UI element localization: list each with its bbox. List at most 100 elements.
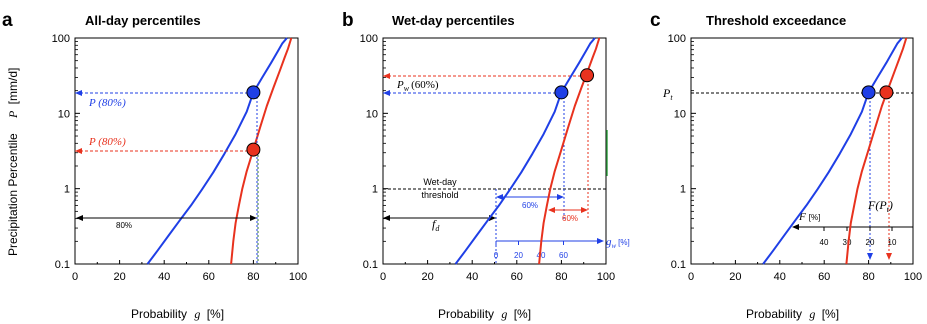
panel-a: a All-day percentiles 0 20 40 60 80 100 0.1 1 10… [2, 10, 307, 321]
svg-text:Pt: Pt [662, 86, 673, 102]
panel-c-f-units: [%] [809, 213, 821, 222]
panel-a-span-label: 80% [116, 221, 132, 230]
panel-b-pw-pct: (60%) [411, 79, 439, 91]
panel-a-span-right-arrow [250, 215, 257, 221]
panel-b-threshold-label-1: Wet-day [423, 177, 457, 187]
panel-c-blue-curve [762, 37, 903, 265]
panel-c-y-tick-label: 100 [668, 33, 686, 45]
panel-c-xlabel-units: [%] [822, 307, 839, 321]
panel-b-x-tick-label: 60 [511, 271, 523, 283]
panel-c-y-tick-label: 1 [680, 184, 686, 196]
y-axis-label-text: Precipitation Percentile [6, 133, 20, 256]
panel-b-red-point [580, 68, 595, 83]
panel-b-letter: b [342, 10, 354, 31]
panel-b-gw-tick-label: 20 [514, 251, 523, 260]
panel-b-fd-left-arrow [383, 215, 390, 221]
panel-c-x-tick-label: 60 [818, 271, 830, 283]
panel-c-pt-sub: t [670, 93, 673, 102]
panel-c-f-tick-label: 40 [820, 238, 829, 247]
panel-c-x-tick-label: 80 [862, 271, 874, 283]
panel-c-x-tick-label: 20 [729, 271, 741, 283]
panel-b-red-arrowhead [383, 73, 390, 79]
panel-a-y-tick-label: 100 [52, 33, 70, 45]
panel-c-red-curve [845, 37, 908, 265]
panel-a-x-tick-label: 60 [203, 271, 215, 283]
panel-b-red-curve [538, 37, 601, 265]
panel-a-xlabel-units: [%] [207, 307, 224, 321]
panel-c-red-point [879, 85, 894, 100]
panel-b-gw-units: [%] [618, 238, 630, 247]
panel-a-red-p80: P (80%) [88, 136, 126, 148]
panel-a-title: All-day percentiles [85, 13, 201, 28]
panel-b-y-tick-label: 10 [366, 108, 378, 120]
panel-c-fpt-label: F(P [867, 198, 887, 212]
panel-c: c Threshold exceedance 0 20 40 60 80 100 0.1 1 1… [650, 10, 922, 321]
panel-b-annotations: Wet-day threshold Pw (60%) fd 60% [383, 73, 630, 264]
panel-b-y-tick-label: 0.1 [363, 259, 378, 271]
panel-b-threshold-label-2: threshold [421, 190, 458, 200]
svg-text:gw[%]: gw [%] [606, 236, 630, 250]
svg-text:Probability g [%]: Probability g [%] [746, 307, 839, 321]
panel-a-xlabel: Probability [131, 307, 187, 321]
panel-b-red-span-right [581, 207, 588, 213]
y-axis-units: [mm/d] [6, 68, 20, 105]
svg-text:fd: fd [432, 217, 440, 233]
panel-b-blue-point [554, 85, 569, 100]
panel-b-xlabel-units: [%] [514, 307, 531, 321]
panel-c-f-tick-label: 20 [866, 238, 875, 247]
panel-a-x-tick-label: 0 [72, 271, 78, 283]
panel-a-blue-curve [146, 37, 288, 265]
panel-a-y-tick-label: 10 [58, 108, 70, 120]
panel-b-x-tick-label: 80 [555, 271, 567, 283]
panel-a-x-tick-label: 40 [158, 271, 170, 283]
panel-b-gw-tick-label: 0 [494, 251, 499, 260]
panel-b-x-tick-label: 40 [466, 271, 478, 283]
panel-c-annotations: Pt F(Pt) 40 30 20 10 F [%] [662, 86, 913, 260]
panel-c-x-tick-label: 100 [904, 271, 922, 283]
panel-b-x-tick-label: 100 [597, 271, 615, 283]
panel-b-curves [454, 37, 601, 265]
panel-c-y-tick-label: 10 [674, 108, 686, 120]
panel-a-x-tick-label: 100 [289, 271, 307, 283]
panel-a-blue-point [246, 85, 261, 100]
y-axis-symbol: P [6, 110, 20, 119]
panel-c-y-tick-label: 0.1 [671, 259, 686, 271]
svg-text:P (80%): P (80%) [88, 97, 126, 109]
panel-b-gw-arrowhead [597, 238, 604, 244]
panel-b-gw-sub: w [612, 242, 617, 250]
svg-text:Pw(60%): Pw (60%) [396, 79, 439, 93]
panel-c-fpt-close: ) [888, 198, 893, 212]
panel-b-blue-curve [454, 37, 596, 265]
panel-c-f-arrowhead [792, 224, 799, 230]
panel-c-f-tick-label: 10 [888, 238, 897, 247]
panel-a-axes: 0 20 40 60 80 100 0.1 1 10 100 [52, 33, 308, 283]
panel-b-pw-sub: w [404, 84, 410, 93]
panel-c-axes: 0 20 40 60 80 100 0.1 1 10 100 [668, 33, 923, 283]
panel-c-red-arrowhead [886, 253, 892, 260]
panel-b-xlabel: Probability [438, 307, 494, 321]
svg-text:Probability g [%]: Probability g [%] [131, 307, 224, 321]
svg-text:P [mm/d]: P [mm/d] [6, 68, 20, 119]
panel-b-y-tick-label: 100 [360, 33, 378, 45]
panel-a-span-left-arrow [76, 215, 83, 221]
panel-c-letter: c [650, 10, 661, 31]
panel-a-x-tick-label: 80 [247, 271, 259, 283]
panel-b-xlabel-symbol: g [501, 307, 507, 321]
panel-c-f-tick-label: 30 [843, 238, 852, 247]
panel-b-red-span-label: 60% [562, 214, 578, 223]
panel-a-blue-arrowhead [75, 90, 82, 96]
panel-b-points [554, 68, 595, 100]
y-axis-label: Precipitation Percentile P [mm/d] [6, 68, 20, 256]
panel-c-f-ticks: 40 30 20 10 [820, 227, 897, 247]
svg-text:F(Pt): F(Pt) [867, 198, 893, 214]
panel-b-fd-sub: d [435, 224, 440, 233]
panel-a-red-point [246, 142, 261, 157]
panel-c-blue-point [861, 85, 876, 100]
svg-text:F[%]: F [%] [798, 211, 820, 223]
panel-c-blue-arrowhead [867, 253, 873, 260]
panel-b-blue-arrowhead [383, 90, 390, 96]
panel-b-y-tick-label: 1 [372, 184, 378, 196]
svg-text:Precipitation Percentile: Precipitation Percentile [6, 133, 20, 256]
panel-c-pt-label: P [662, 86, 671, 100]
